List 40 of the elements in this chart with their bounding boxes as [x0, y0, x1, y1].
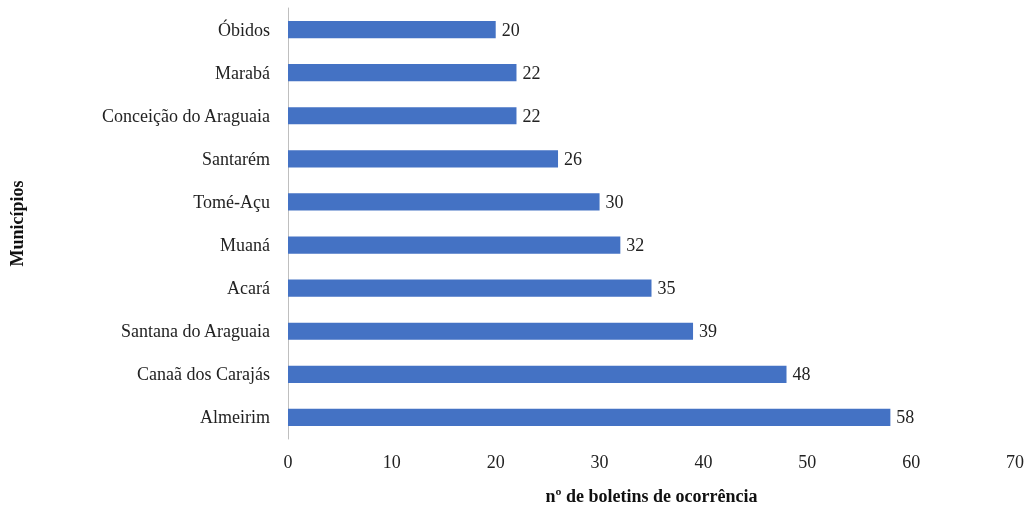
- data-label: 32: [626, 235, 645, 256]
- bar: [288, 150, 559, 168]
- bar: [288, 322, 694, 340]
- data-label: 22: [522, 105, 541, 126]
- x-tick-label: 10: [382, 452, 401, 472]
- data-label: 39: [699, 321, 718, 342]
- bar: [288, 408, 891, 427]
- bar: [288, 365, 787, 383]
- data-label: 20: [501, 19, 520, 40]
- x-tick-label: 60: [902, 452, 921, 472]
- y-tick-label: Muaná: [220, 235, 271, 256]
- x-tick-label: 50: [798, 452, 817, 472]
- data-label: 30: [605, 191, 624, 212]
- x-tick-label: 70: [1006, 452, 1024, 472]
- bar: [288, 107, 517, 125]
- y-tick-label: Canaã dos Carajás: [137, 364, 270, 385]
- x-tick-label: 20: [486, 452, 505, 472]
- y-tick-label: Santarém: [202, 148, 270, 169]
- bar: [288, 279, 652, 297]
- x-tick-label: 40: [694, 452, 713, 472]
- bar: [288, 193, 600, 211]
- y-tick-label: Óbidos: [217, 18, 270, 40]
- data-label: 48: [792, 364, 811, 385]
- y-tick-label: Almeirim: [200, 407, 270, 428]
- y-tick-label: Santana do Araguaia: [121, 321, 271, 342]
- y-tick-label: Marabá: [215, 62, 271, 83]
- x-axis-title: nº de boletins de ocorrência: [545, 486, 758, 506]
- data-label: 26: [564, 148, 583, 169]
- x-tick-label: 30: [590, 452, 609, 472]
- bar: [288, 236, 621, 254]
- x-tick-label: 0: [283, 452, 293, 472]
- y-axis-title: Municípios: [7, 180, 27, 267]
- data-label: 35: [657, 278, 676, 299]
- y-tick-label: Tomé-Açu: [193, 191, 270, 212]
- bar: [288, 20, 496, 39]
- data-label: 58: [896, 407, 915, 428]
- y-tick-label: Acará: [227, 278, 270, 299]
- bar: [288, 64, 517, 82]
- y-tick-label: Conceição do Araguaia: [102, 105, 271, 126]
- data-label: 22: [522, 62, 541, 83]
